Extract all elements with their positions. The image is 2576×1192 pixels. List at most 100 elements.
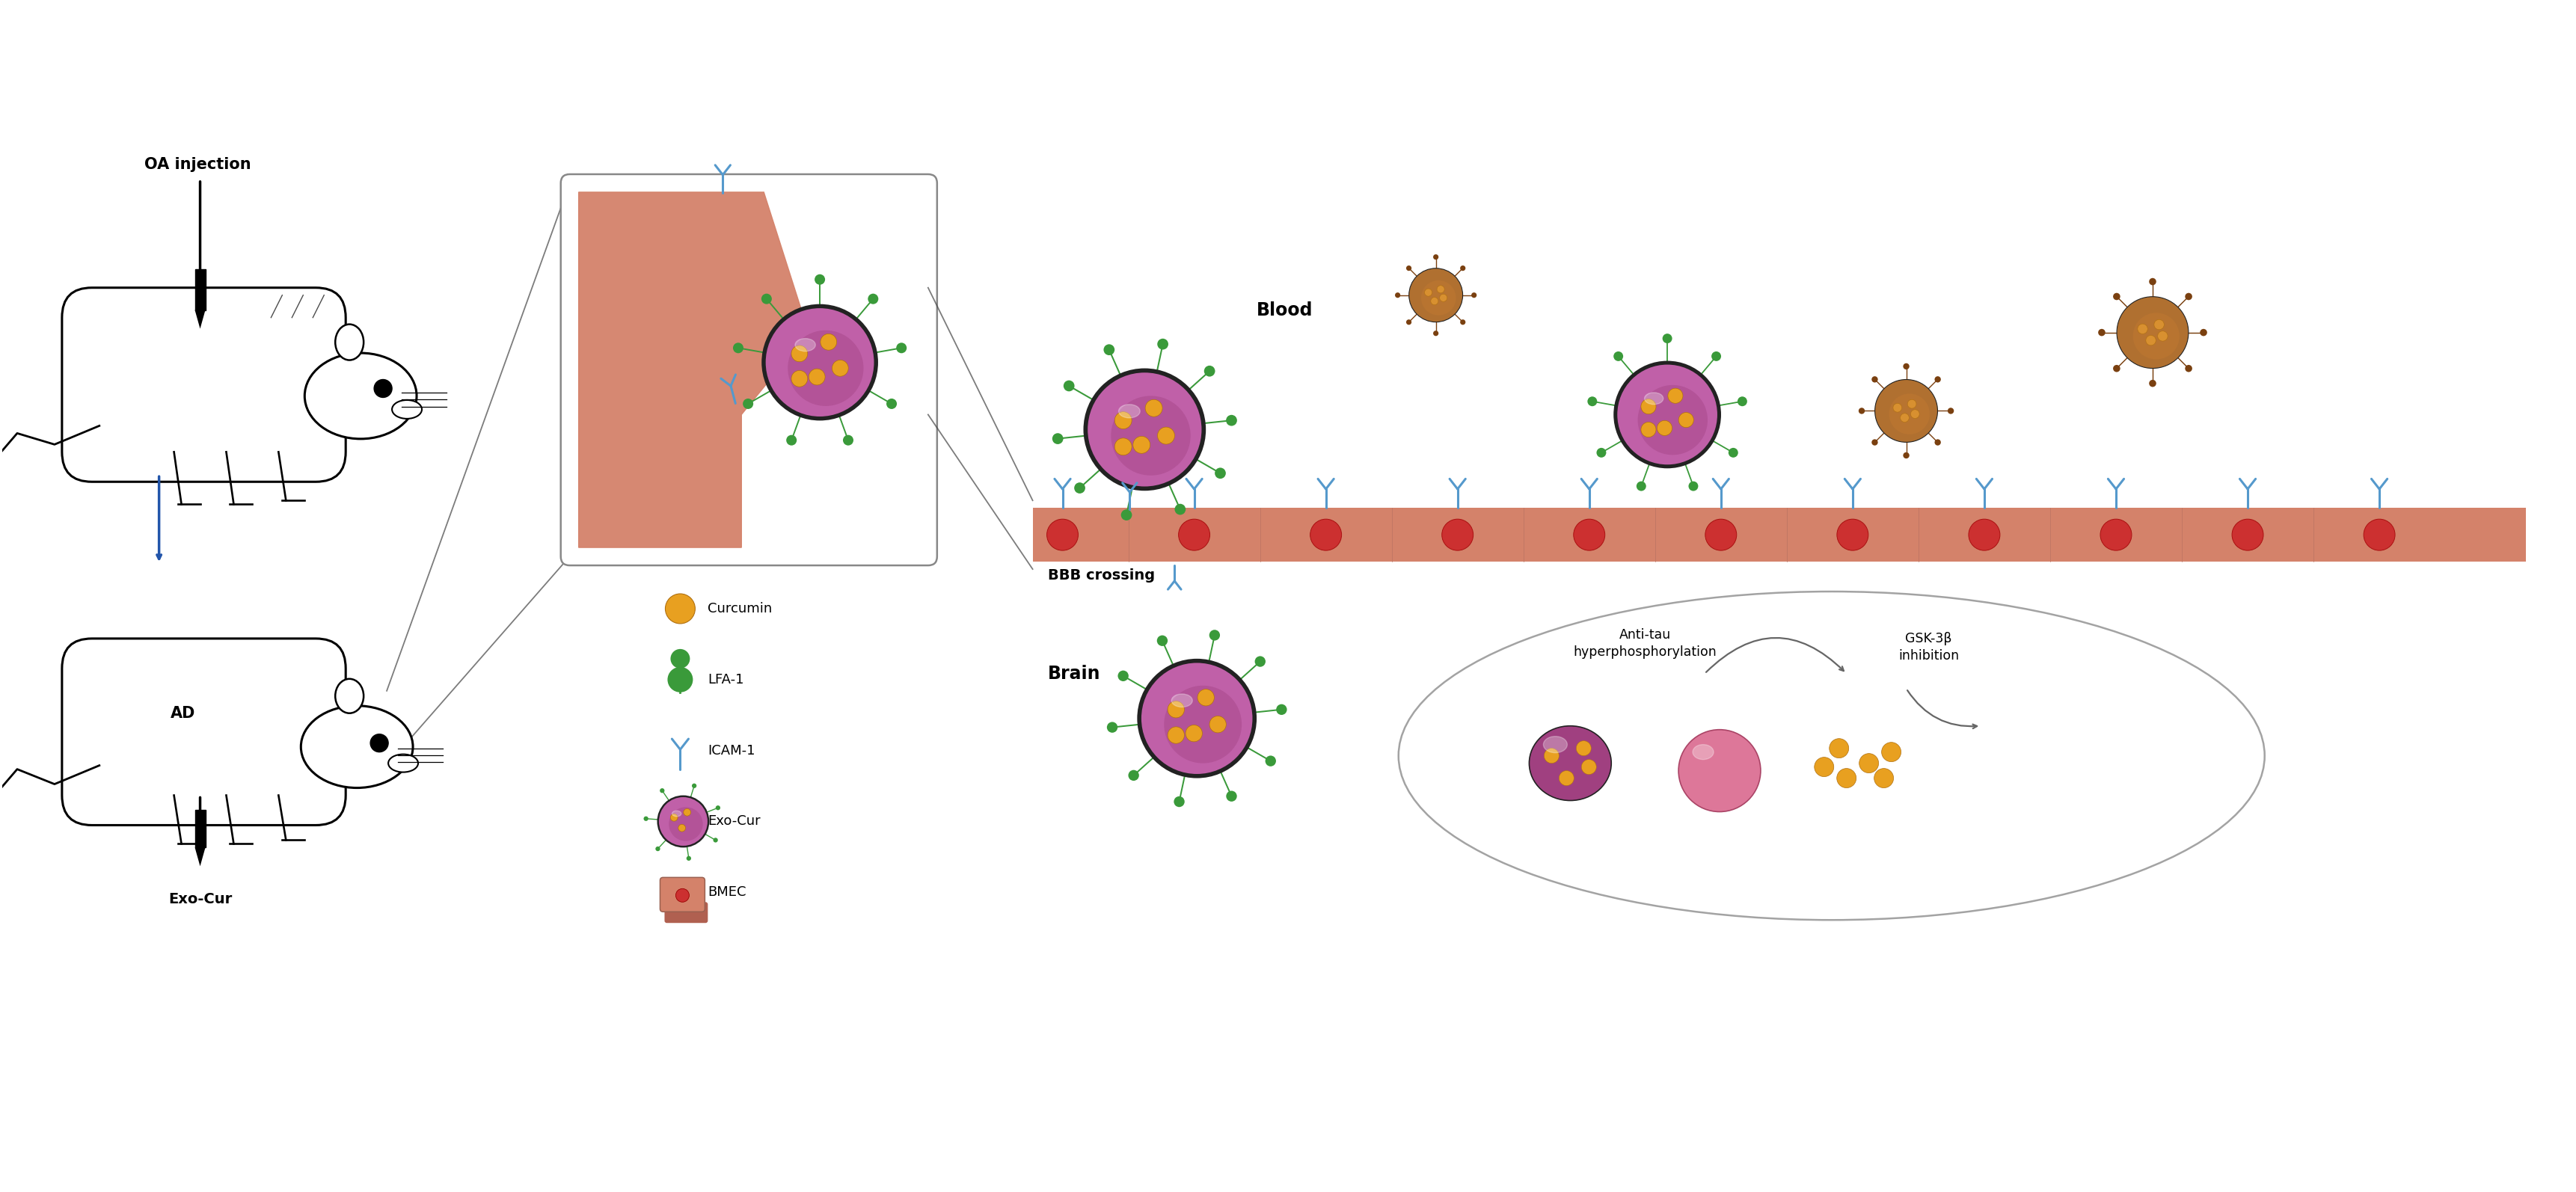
Circle shape: [1110, 396, 1190, 476]
Circle shape: [1275, 704, 1288, 715]
Circle shape: [2148, 278, 2156, 285]
Circle shape: [1656, 421, 1672, 435]
Circle shape: [842, 435, 853, 446]
Ellipse shape: [672, 811, 680, 817]
Circle shape: [2138, 324, 2148, 334]
Circle shape: [819, 334, 837, 350]
Circle shape: [1216, 467, 1226, 479]
Text: Anti-tau
hyperphosphorylation: Anti-tau hyperphosphorylation: [1574, 628, 1716, 659]
Circle shape: [1857, 408, 1865, 414]
Circle shape: [654, 846, 659, 851]
Circle shape: [1087, 373, 1200, 486]
Text: LFA-1: LFA-1: [708, 672, 744, 687]
Circle shape: [1167, 701, 1185, 718]
Circle shape: [1133, 436, 1149, 453]
Ellipse shape: [301, 706, 412, 788]
Circle shape: [659, 797, 708, 846]
Circle shape: [1618, 365, 1718, 465]
Circle shape: [1901, 414, 1909, 422]
Text: GSK-3β
inhibition: GSK-3β inhibition: [1899, 632, 1958, 663]
Circle shape: [1613, 352, 1623, 361]
Circle shape: [809, 368, 824, 385]
Bar: [196, 811, 206, 848]
Ellipse shape: [335, 679, 363, 713]
Circle shape: [1641, 399, 1656, 414]
Circle shape: [1115, 439, 1131, 455]
Circle shape: [1680, 412, 1692, 428]
Circle shape: [2159, 331, 2166, 341]
Circle shape: [1255, 656, 1265, 666]
FancyBboxPatch shape: [665, 902, 708, 923]
Circle shape: [765, 309, 873, 416]
Circle shape: [1837, 519, 1868, 551]
Circle shape: [1203, 366, 1216, 377]
Circle shape: [1638, 385, 1708, 455]
Circle shape: [1157, 339, 1170, 349]
Circle shape: [1736, 397, 1747, 406]
Circle shape: [714, 838, 719, 843]
Circle shape: [2365, 519, 2396, 551]
Circle shape: [734, 343, 744, 353]
Circle shape: [1893, 403, 1901, 412]
Ellipse shape: [304, 353, 417, 439]
Circle shape: [762, 293, 773, 304]
Circle shape: [1587, 397, 1597, 406]
Circle shape: [1175, 796, 1185, 807]
Circle shape: [1837, 769, 1857, 788]
Ellipse shape: [1643, 392, 1664, 404]
Circle shape: [693, 783, 696, 788]
Circle shape: [683, 808, 690, 817]
FancyBboxPatch shape: [62, 639, 345, 825]
Circle shape: [2117, 297, 2190, 368]
Text: Curcumin: Curcumin: [708, 602, 773, 615]
Circle shape: [1121, 509, 1131, 521]
Circle shape: [2099, 519, 2133, 551]
Circle shape: [1226, 790, 1236, 801]
Circle shape: [1829, 739, 1850, 758]
Circle shape: [1728, 448, 1739, 458]
Circle shape: [1103, 344, 1115, 355]
FancyBboxPatch shape: [659, 877, 706, 912]
Circle shape: [2154, 319, 2164, 330]
Circle shape: [1461, 319, 1466, 325]
Circle shape: [659, 788, 665, 793]
Circle shape: [1409, 268, 1463, 322]
Circle shape: [1873, 377, 1878, 383]
Circle shape: [2099, 329, 2105, 336]
Circle shape: [675, 888, 690, 902]
Circle shape: [1226, 415, 1236, 426]
Circle shape: [1873, 439, 1878, 446]
Circle shape: [1211, 716, 1226, 733]
Circle shape: [1175, 504, 1185, 515]
Circle shape: [1613, 361, 1721, 468]
Circle shape: [2184, 365, 2192, 372]
Text: OA injection: OA injection: [144, 157, 250, 172]
Circle shape: [1543, 749, 1558, 763]
FancyBboxPatch shape: [62, 287, 345, 482]
Circle shape: [2184, 293, 2192, 300]
Circle shape: [1185, 725, 1203, 741]
Circle shape: [886, 398, 896, 409]
Circle shape: [670, 814, 677, 821]
Circle shape: [670, 807, 703, 842]
FancyBboxPatch shape: [562, 174, 938, 565]
Circle shape: [667, 666, 693, 693]
Text: AD: AD: [170, 706, 196, 721]
Circle shape: [665, 594, 696, 623]
Ellipse shape: [1530, 726, 1613, 801]
Circle shape: [2200, 329, 2208, 336]
Circle shape: [1443, 519, 1473, 551]
Circle shape: [1582, 759, 1597, 775]
Text: Blood: Blood: [1257, 302, 1314, 319]
Circle shape: [1667, 389, 1682, 403]
Circle shape: [1128, 770, 1139, 781]
Circle shape: [716, 806, 721, 811]
Circle shape: [791, 346, 809, 361]
Circle shape: [1406, 266, 1412, 271]
Circle shape: [1311, 519, 1342, 551]
Circle shape: [1108, 722, 1118, 733]
Polygon shape: [196, 848, 206, 867]
Circle shape: [1437, 286, 1445, 293]
Circle shape: [1904, 364, 1909, 370]
Ellipse shape: [389, 755, 417, 772]
